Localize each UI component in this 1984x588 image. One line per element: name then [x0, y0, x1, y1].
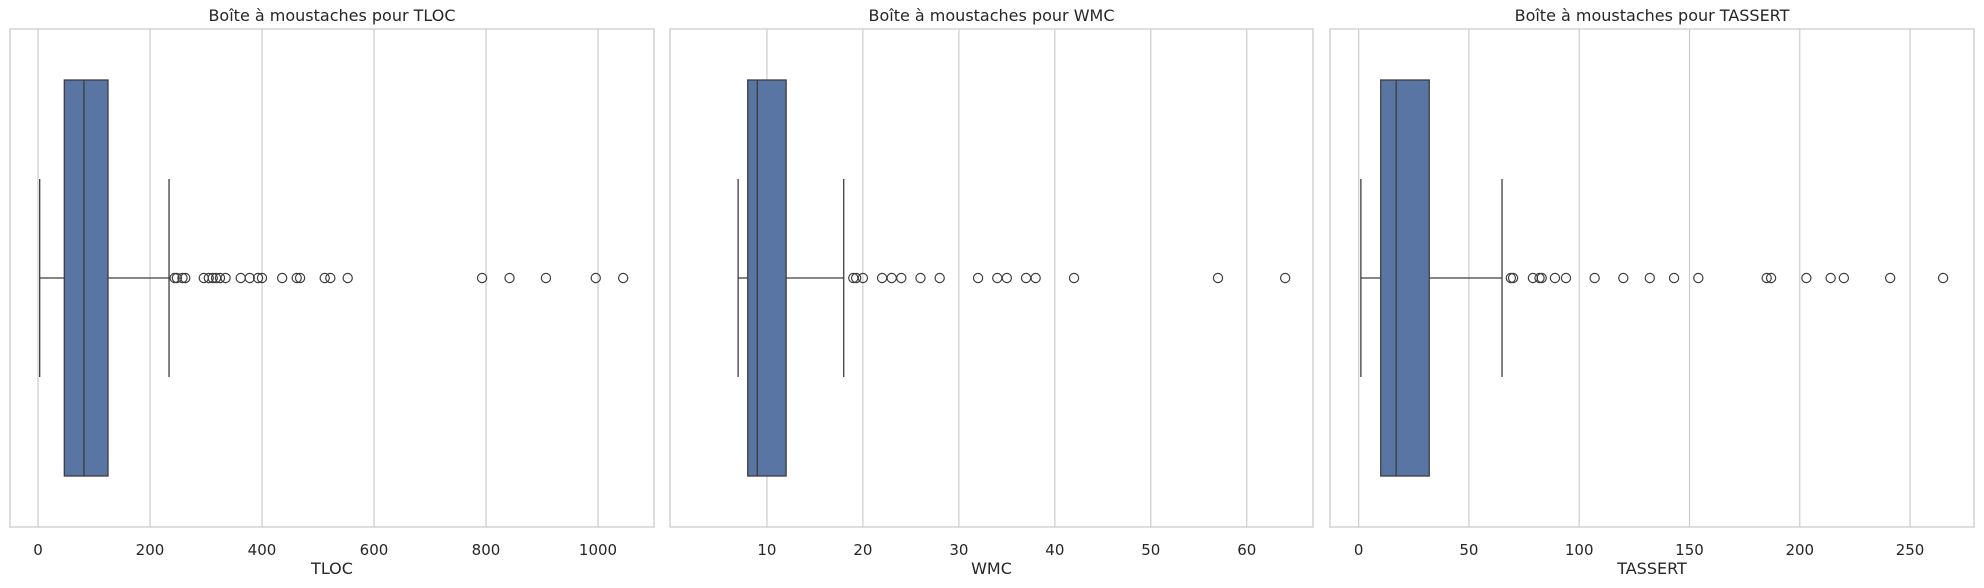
wmc-outlier-point [896, 272, 907, 284]
tassert-outlier-point [1589, 272, 1600, 284]
tassert-tick-label: 50 [1459, 541, 1478, 559]
tloc-chart-title: Boîte à moustaches pour TLOC [208, 6, 455, 25]
tloc-outlier-point [180, 272, 191, 284]
tassert-outlier-point [1761, 272, 1772, 284]
tloc-outlier-point [294, 272, 306, 284]
tassert-outlier-point [1549, 272, 1561, 284]
tloc-box [63, 79, 109, 477]
tloc-outlier-point [291, 272, 302, 284]
tassert-tick-label: 0 [1354, 541, 1364, 559]
wmc-tick-label: 40 [1045, 541, 1064, 559]
tassert-tick-label: 150 [1675, 541, 1704, 559]
wmc-tick-label: 60 [1237, 541, 1256, 559]
tloc-outlier-point [177, 272, 188, 284]
wmc-outlier-point [1001, 272, 1013, 284]
tloc-outlier-point [590, 272, 601, 284]
tloc-outlier-point [276, 272, 288, 284]
tassert-tick-label: 200 [1785, 541, 1814, 559]
tloc-outlier-point [220, 272, 231, 284]
tassert-outlier-point [1644, 272, 1655, 284]
tloc-outlier-point [540, 272, 552, 284]
tassert-outlier-point [1618, 272, 1629, 284]
tloc-outlier-point [207, 272, 218, 284]
wmc-tick-label: 30 [949, 541, 968, 559]
tloc-tick-label: 400 [248, 541, 277, 559]
wmc-x-axis-label: WMC [971, 559, 1012, 578]
tloc-tick-label: 200 [136, 541, 165, 559]
tassert-box [1380, 79, 1430, 477]
wmc-axes-frame [669, 28, 1314, 528]
tloc-outlier-point [214, 272, 226, 284]
tassert-tick-label: 250 [1896, 541, 1925, 559]
wmc-outlier-point [857, 272, 869, 284]
tloc-tick-label: 0 [33, 541, 43, 559]
tloc-axes-frame [9, 28, 655, 528]
tloc-outlier-point [256, 272, 268, 284]
tassert-outlier-point [1801, 272, 1812, 284]
tassert-outlier-point [1937, 272, 1949, 284]
wmc-tick-label: 10 [757, 541, 776, 559]
tloc-tick-label: 1000 [579, 541, 617, 559]
tloc-outlier-point [244, 272, 255, 284]
tassert-outlier-point [1825, 272, 1836, 284]
tloc-outlier-point [252, 272, 264, 284]
wmc-outlier-point [934, 272, 945, 284]
tassert-outlier-point [1838, 272, 1850, 284]
wmc-chart-title: Boîte à moustaches pour WMC [869, 6, 1115, 25]
tloc-outlier-point [319, 272, 330, 284]
tassert-outlier-point [1765, 272, 1777, 284]
wmc-outlier-point [1212, 272, 1224, 284]
wmc-outlier-point [850, 272, 862, 284]
tloc-x-axis-label: TLOC [310, 559, 353, 578]
tassert-chart-title: Boîte à moustaches pour TASSERT [1515, 6, 1790, 25]
tloc-outlier-point [504, 272, 515, 284]
tloc-tick-label: 800 [472, 541, 501, 559]
tassert-axes-frame [1329, 28, 1975, 528]
wmc-outlier-point [1030, 272, 1041, 284]
tassert-outlier-point [1884, 272, 1896, 284]
tassert-outlier-point [1693, 272, 1704, 284]
tassert-outlier-point [1560, 272, 1572, 284]
wmc-box [747, 79, 787, 477]
tloc-outlier-point [171, 272, 183, 284]
tassert-outlier-point [1536, 272, 1547, 284]
wmc-tick-label: 50 [1141, 541, 1160, 559]
wmc-outlier-point [1279, 272, 1291, 284]
tassert-x-axis-label: TASSERT [1616, 559, 1687, 578]
wmc-tick-label: 20 [853, 541, 872, 559]
wmc-outlier-point [972, 272, 984, 284]
tloc-outlier-point [476, 272, 488, 284]
tassert-tick-label: 100 [1565, 541, 1594, 559]
tloc-outlier-point [618, 272, 629, 284]
wmc-outlier-point [915, 272, 926, 284]
tassert-outlier-point [1507, 272, 1519, 284]
tassert-outlier-point [1668, 272, 1680, 284]
tloc-tick-label: 600 [360, 541, 389, 559]
tloc-outlier-point [342, 272, 353, 284]
tloc-outlier-point [325, 272, 336, 284]
tloc-outlier-point [203, 272, 214, 284]
wmc-outlier-point [1068, 272, 1080, 284]
